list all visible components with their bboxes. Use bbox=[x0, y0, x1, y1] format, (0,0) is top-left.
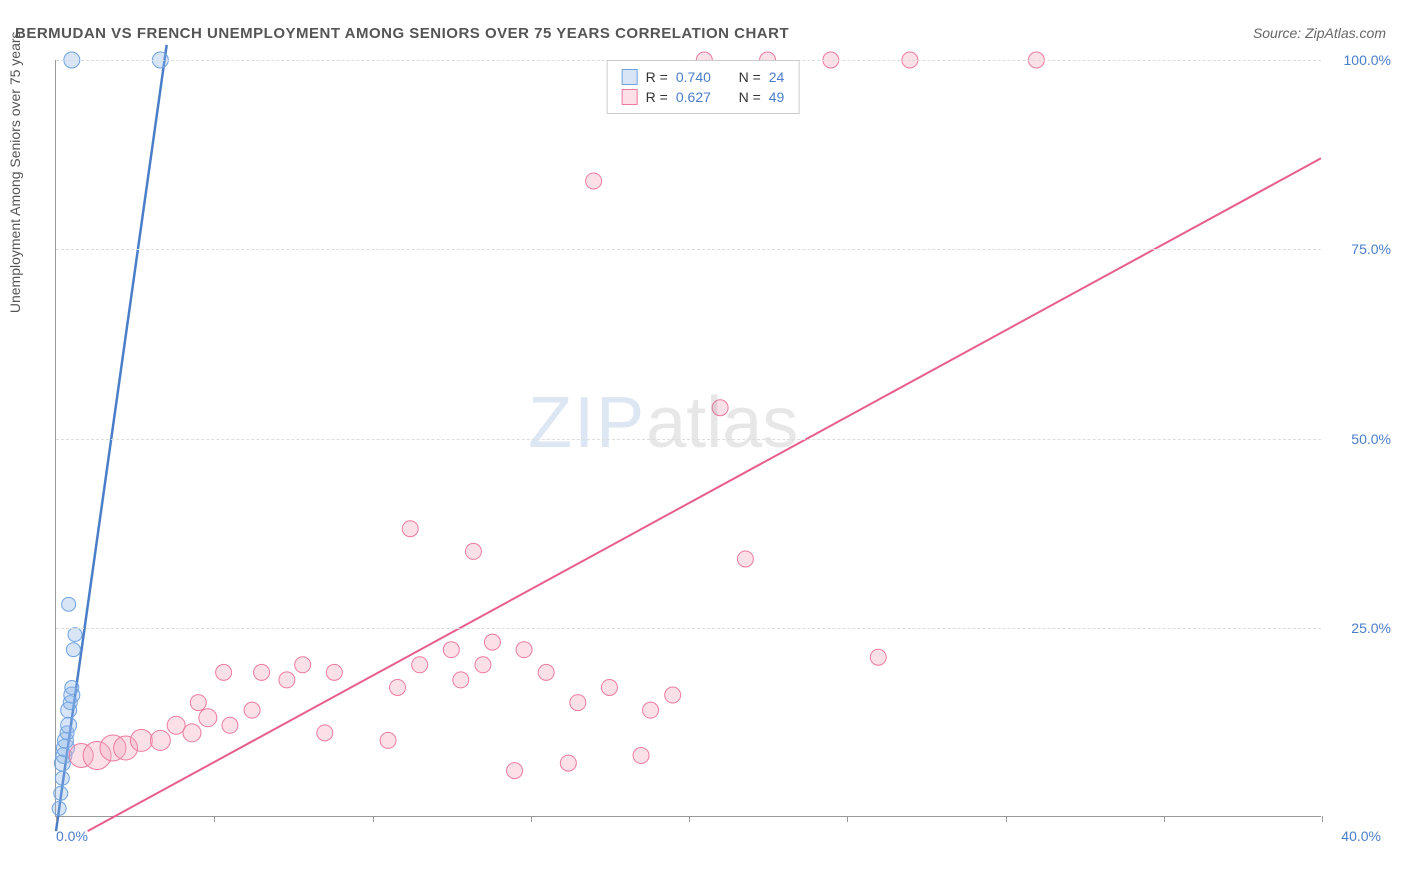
gridline bbox=[56, 249, 1321, 250]
legend-stat-row: R = 0.740 N = 24 bbox=[622, 67, 785, 87]
x-tick bbox=[689, 816, 690, 822]
x-tick bbox=[1164, 816, 1165, 822]
data-point bbox=[66, 643, 80, 657]
gridline bbox=[56, 628, 1321, 629]
data-point bbox=[507, 763, 523, 779]
data-point bbox=[465, 543, 481, 559]
y-tick-label: 50.0% bbox=[1331, 431, 1391, 447]
source-attribution: Source: ZipAtlas.com bbox=[1253, 25, 1386, 41]
data-point bbox=[279, 672, 295, 688]
x-tick-label: 40.0% bbox=[1341, 828, 1381, 844]
data-point bbox=[150, 730, 170, 750]
x-tick bbox=[847, 816, 848, 822]
data-point bbox=[570, 695, 586, 711]
stat-n-value: 49 bbox=[769, 89, 785, 105]
data-point bbox=[538, 664, 554, 680]
data-point bbox=[453, 672, 469, 688]
chart-title: BERMUDAN VS FRENCH UNEMPLOYMENT AMONG SE… bbox=[15, 25, 789, 42]
data-point bbox=[870, 649, 886, 665]
data-point bbox=[712, 400, 728, 416]
y-tick-label: 25.0% bbox=[1331, 620, 1391, 636]
stat-n-label: N = bbox=[739, 89, 761, 105]
stat-r-label: R = bbox=[646, 69, 668, 85]
data-point bbox=[52, 801, 66, 815]
data-point bbox=[380, 732, 396, 748]
data-point bbox=[254, 664, 270, 680]
x-tick bbox=[1006, 816, 1007, 822]
trend-line bbox=[88, 158, 1321, 831]
data-point bbox=[443, 642, 459, 658]
stat-n-label: N = bbox=[739, 69, 761, 85]
data-point bbox=[190, 695, 206, 711]
x-tick bbox=[1322, 816, 1323, 822]
data-point bbox=[737, 551, 753, 567]
data-point bbox=[65, 680, 79, 694]
data-point bbox=[475, 657, 491, 673]
data-point bbox=[68, 628, 82, 642]
data-point bbox=[633, 748, 649, 764]
data-point bbox=[643, 702, 659, 718]
data-point bbox=[216, 664, 232, 680]
data-point bbox=[199, 709, 217, 727]
data-point bbox=[54, 786, 68, 800]
stat-r-label: R = bbox=[646, 89, 668, 105]
data-point bbox=[222, 717, 238, 733]
data-point bbox=[586, 173, 602, 189]
data-point bbox=[402, 521, 418, 537]
data-point bbox=[390, 679, 406, 695]
y-axis-label: Unemployment Among Seniors over 75 years bbox=[7, 31, 23, 313]
gridline bbox=[56, 439, 1321, 440]
x-tick bbox=[214, 816, 215, 822]
data-point bbox=[295, 657, 311, 673]
data-point bbox=[62, 597, 76, 611]
data-point bbox=[412, 657, 428, 673]
data-point bbox=[516, 642, 532, 658]
data-point bbox=[484, 634, 500, 650]
data-point bbox=[61, 717, 77, 733]
stat-r-value: 0.627 bbox=[676, 89, 711, 105]
stat-n-value: 24 bbox=[769, 69, 785, 85]
data-point bbox=[183, 724, 201, 742]
correlation-legend: R = 0.740 N = 24R = 0.627 N = 49 bbox=[607, 60, 800, 114]
y-tick-label: 100.0% bbox=[1331, 52, 1391, 68]
legend-stat-row: R = 0.627 N = 49 bbox=[622, 87, 785, 107]
x-tick bbox=[56, 816, 57, 822]
data-point bbox=[130, 729, 152, 751]
data-point bbox=[317, 725, 333, 741]
x-tick-label: 0.0% bbox=[56, 828, 88, 844]
data-point bbox=[601, 679, 617, 695]
plot-area: ZIPatlas 25.0%50.0%75.0%100.0%0.0%40.0% bbox=[55, 60, 1321, 817]
x-tick bbox=[373, 816, 374, 822]
y-tick-label: 75.0% bbox=[1331, 241, 1391, 257]
data-point bbox=[326, 664, 342, 680]
data-point bbox=[244, 702, 260, 718]
x-tick bbox=[531, 816, 532, 822]
legend-swatch bbox=[622, 69, 638, 85]
legend-swatch bbox=[622, 89, 638, 105]
stat-r-value: 0.740 bbox=[676, 69, 711, 85]
data-point bbox=[560, 755, 576, 771]
data-point bbox=[665, 687, 681, 703]
data-point bbox=[167, 716, 185, 734]
data-point bbox=[55, 771, 69, 785]
